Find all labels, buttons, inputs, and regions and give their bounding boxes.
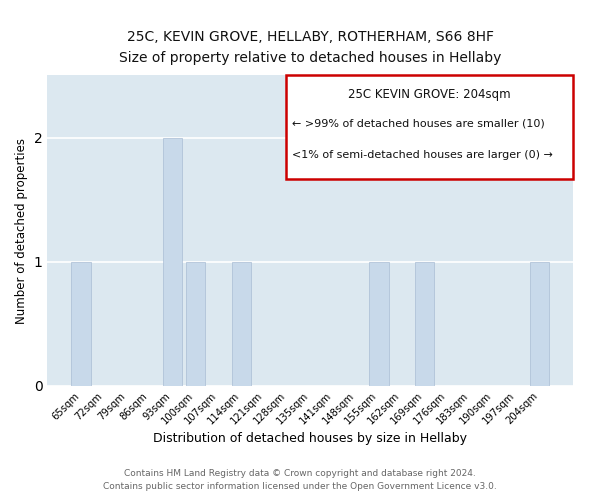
Text: 25C KEVIN GROVE: 204sqm: 25C KEVIN GROVE: 204sqm (349, 88, 511, 101)
Bar (163, 138, 182, 386)
Bar (369, 262, 389, 386)
Y-axis label: Number of detached properties: Number of detached properties (15, 138, 28, 324)
Bar (186, 262, 205, 386)
Text: <1% of semi-detached houses are larger (0) →: <1% of semi-detached houses are larger (… (292, 150, 553, 160)
Text: Contains HM Land Registry data © Crown copyright and database right 2024.: Contains HM Land Registry data © Crown c… (124, 468, 476, 477)
Text: ← >99% of detached houses are smaller (10): ← >99% of detached houses are smaller (1… (292, 119, 544, 129)
Text: Contains public sector information licensed under the Open Government Licence v3: Contains public sector information licen… (103, 482, 497, 491)
X-axis label: Distribution of detached houses by size in Hellaby: Distribution of detached houses by size … (153, 432, 467, 445)
Bar (71, 262, 91, 386)
Title: 25C, KEVIN GROVE, HELLABY, ROTHERHAM, S66 8HF
Size of property relative to detac: 25C, KEVIN GROVE, HELLABY, ROTHERHAM, S6… (119, 30, 501, 64)
Bar (530, 262, 549, 386)
Bar (415, 262, 434, 386)
FancyBboxPatch shape (286, 76, 573, 180)
Bar (232, 262, 251, 386)
